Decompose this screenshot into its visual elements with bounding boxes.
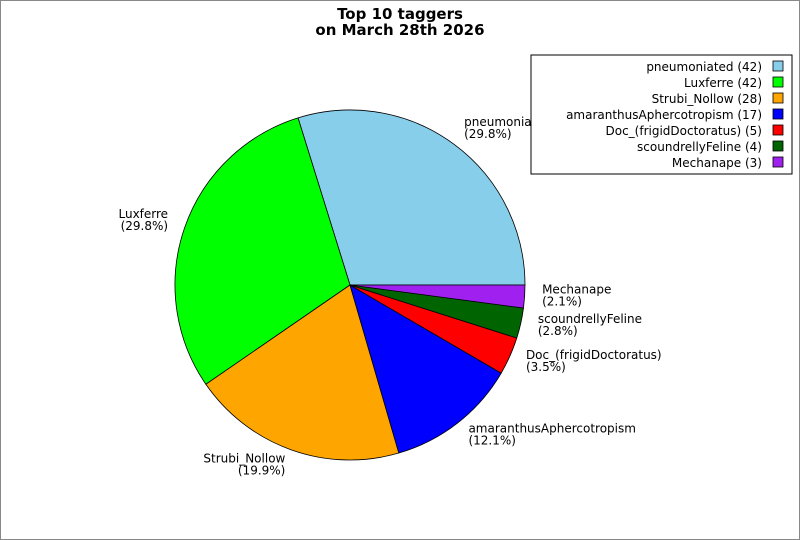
legend: pneumoniated (42) Luxferre (42) Strubi_Nol… <box>530 54 793 175</box>
slice-percent: (12.1%) <box>468 434 515 448</box>
legend-swatch <box>772 140 784 152</box>
legend-swatch <box>772 156 784 168</box>
legend-swatch <box>772 124 784 136</box>
legend-swatch <box>772 60 784 72</box>
slice-label: Luxferre <box>118 207 168 221</box>
slice-percent: (29.8%) <box>464 127 511 141</box>
slice-percent: (19.9%) <box>238 463 285 477</box>
slice <box>297 109 526 286</box>
slice-percent: (29.8%) <box>121 219 168 233</box>
slice-label: amaranthusAphercotropism <box>468 422 636 436</box>
slice <box>349 284 526 309</box>
legend-label: pneumoniated (42) <box>646 60 762 74</box>
slice-label: pneumoniated <box>464 115 551 129</box>
slice-label: Mechanape <box>542 283 611 297</box>
legend-label: Mechanape (3) <box>672 156 762 170</box>
slice-label: Strubi_Nollow <box>203 451 285 465</box>
slice-labels: pneumoniated(29.8%)Luxferre(29.8%)Strubi… <box>118 115 661 477</box>
legend-box <box>530 54 793 175</box>
chart-subtitle: on March 28th 2026 <box>315 21 484 39</box>
slice <box>349 284 502 454</box>
legend-swatch <box>772 108 784 120</box>
slice <box>205 284 400 461</box>
pie <box>174 109 526 461</box>
legend-label: scoundrellyFeline (4) <box>637 140 762 154</box>
chart-title: Top 10 taggers <box>337 5 463 23</box>
slice-percent: (2.1%) <box>542 295 582 309</box>
slice <box>174 117 351 385</box>
legend-label: Strubi_Nollow (28) <box>652 92 762 106</box>
legend-swatch <box>772 92 784 104</box>
slice-percent: (2.8%) <box>538 324 578 338</box>
legend-label: Luxferre (42) <box>684 76 762 90</box>
legend-label: amaranthusAphercotropism (17) <box>566 108 762 122</box>
slice-label: Doc_(frigidDoctoratus) <box>526 348 662 362</box>
slice-label: scoundrellyFeline <box>538 312 642 326</box>
legend-swatch <box>772 76 784 88</box>
legend-label: Doc_(frigidDoctoratus) (5) <box>606 124 763 138</box>
slice-percent: (3.5%) <box>526 360 566 374</box>
